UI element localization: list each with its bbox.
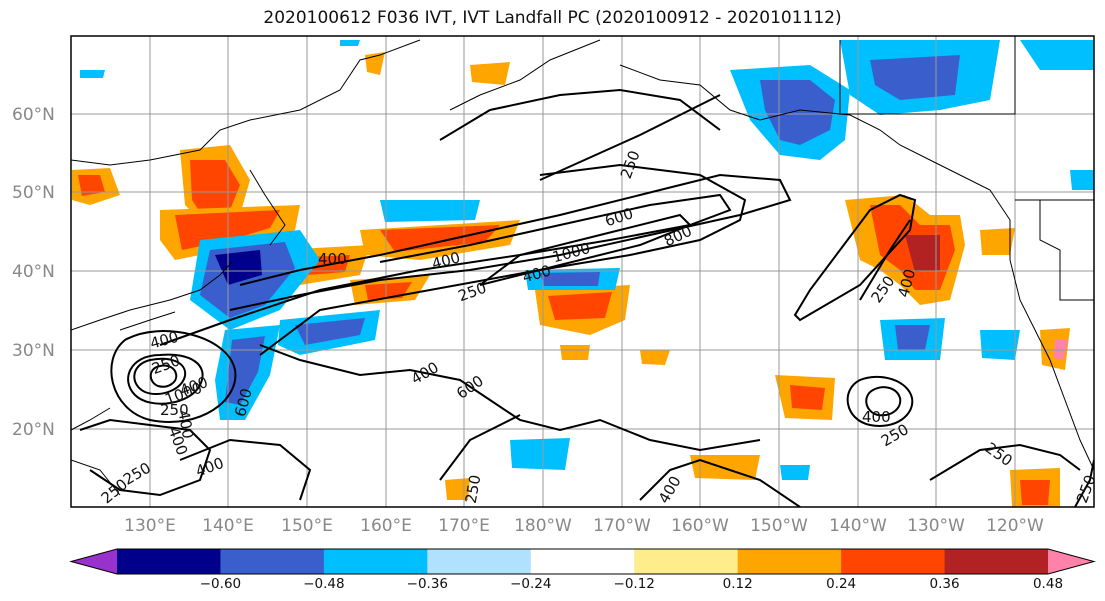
colorbar-tick-label: −0.12: [614, 576, 655, 592]
lon-label: 170°W: [593, 516, 651, 536]
contour-label: 250: [462, 473, 485, 504]
colorbar-tick-label: −0.60: [200, 576, 241, 592]
colorbar-tick-label: 0.36: [930, 576, 960, 592]
contour-label: 250: [982, 439, 1016, 470]
colorbar-bin: [530, 549, 635, 574]
contour-label: 400: [177, 373, 210, 400]
lat-label: 30°N: [12, 341, 55, 361]
colorbar-tick-label: −0.48: [303, 576, 344, 592]
pc-filled-contours: [72, 40, 1094, 507]
contour-label: 400: [193, 454, 226, 481]
colorbar-bin: [117, 549, 221, 574]
colorbar-bin: [220, 549, 325, 574]
latitude-labels: 20°N 30°N 40°N 50°N 60°N: [12, 105, 55, 440]
lon-label: 150°W: [750, 516, 808, 536]
lon-label: 170°E: [438, 516, 490, 536]
colorbar-tick-label: 0.12: [723, 576, 753, 592]
colorbar-bin: [323, 549, 428, 574]
lat-label: 20°N: [12, 420, 55, 440]
lon-label: 140°W: [829, 516, 887, 536]
colorbar-labels: −0.60 −0.48 −0.36 −0.24 −0.12 0.12 0.24 0.36 0.4…: [200, 576, 1063, 592]
map-frame: [70, 35, 1095, 508]
contour-label: 600: [453, 372, 487, 403]
longitude-labels: 130°E 140°E 150°E 160°E 170°E 180°W 170°…: [124, 516, 1044, 536]
colorbar-extend-high: [1048, 549, 1094, 574]
contour-label: 400: [655, 473, 685, 507]
lon-label: 120°W: [986, 516, 1044, 536]
colorbar-extend-low: [71, 549, 117, 574]
lon-label: 160°W: [671, 516, 729, 536]
lon-label: 180°W: [514, 516, 572, 536]
contour-label: 400: [174, 409, 197, 440]
colorbar-bin: [427, 549, 532, 574]
lat-label: 40°N: [12, 262, 55, 282]
contour-label: 250: [160, 401, 189, 419]
contour-label: 250: [1073, 472, 1100, 505]
colorbar-bin: [841, 549, 946, 574]
contour-label: 400: [408, 358, 442, 388]
colorbar-bin: [944, 549, 1049, 574]
lon-label: 130°W: [907, 516, 965, 536]
lon-label: 140°E: [202, 516, 254, 536]
colorbar-outline: [69, 548, 1096, 575]
ivt-contours: [79, 88, 1094, 507]
lat-label: 60°N: [12, 105, 55, 125]
colorbar-tick-label: 0.24: [826, 576, 856, 592]
colorbar-tick-label: −0.24: [510, 576, 551, 592]
contour-label: 250: [617, 148, 644, 181]
colorbar-tick-label: 0.48: [1033, 576, 1063, 592]
lon-label: 150°E: [281, 516, 333, 536]
colorbar: [69, 548, 1096, 575]
colorbar-bin: [634, 549, 739, 574]
lon-label: 160°E: [360, 516, 412, 536]
lon-label: 130°E: [124, 516, 176, 536]
lat-label: 50°N: [12, 183, 55, 203]
map-title: 2020100612 F036 IVT, IVT Landfall PC (20…: [263, 8, 842, 28]
contour-label: 400: [862, 408, 891, 426]
colorbar-tick-label: −0.36: [407, 576, 448, 592]
contour-label: 400: [318, 250, 347, 268]
contour-label: 250: [456, 279, 489, 306]
colorbar-bin: [737, 549, 842, 574]
